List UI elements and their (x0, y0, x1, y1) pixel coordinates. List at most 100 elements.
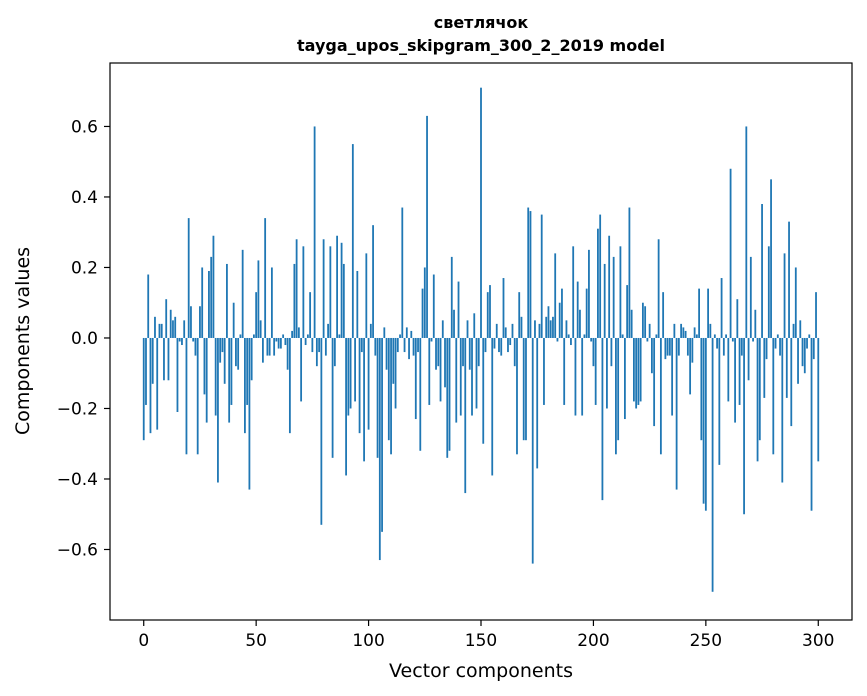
bar-49 (253, 334, 255, 338)
bar-91 (347, 337, 350, 416)
bar-250 (704, 337, 707, 511)
bar-76 (313, 126, 316, 338)
bar-43 (239, 334, 242, 338)
bar-148 (475, 337, 478, 409)
bar-265 (738, 337, 741, 405)
bar-271 (752, 337, 754, 342)
bar-198 (588, 249, 590, 338)
bar-40 (232, 302, 235, 338)
bar-141 (459, 337, 462, 416)
bar-263 (734, 337, 736, 423)
bar-199 (590, 337, 593, 342)
bar-251 (707, 288, 709, 338)
bar-208 (610, 337, 613, 367)
x-axis-label: Vector components (389, 660, 573, 682)
bar-99 (365, 253, 368, 338)
bar-239 (680, 323, 683, 338)
bar-44 (241, 249, 244, 338)
bar-62 (282, 334, 285, 338)
bar-22 (192, 337, 195, 342)
bar-21 (190, 306, 192, 338)
bar-189 (567, 334, 570, 338)
bar-55 (266, 337, 269, 356)
bar-226 (650, 337, 653, 374)
bar-27 (203, 337, 206, 395)
bar-151 (482, 337, 485, 444)
x-tick-label: 250 (690, 631, 722, 651)
bar-116 (403, 337, 406, 353)
bars-group (142, 87, 820, 592)
bar-144 (466, 320, 469, 338)
bar-84 (331, 337, 334, 458)
bar-296 (808, 334, 811, 338)
bar-278 (767, 246, 770, 338)
bar-300 (817, 337, 820, 462)
bar-1 (145, 337, 147, 405)
bar-53 (262, 337, 264, 363)
bar-117 (405, 327, 408, 338)
bar-152 (484, 337, 487, 353)
bar-102 (372, 225, 374, 338)
x-axis-ticks: 0 50 100 150 200 250 300 (138, 620, 834, 651)
bar-221 (639, 337, 642, 402)
bar-38 (228, 337, 231, 423)
bar-179 (545, 316, 548, 338)
bar-70 (300, 337, 303, 402)
bar-215 (626, 285, 629, 338)
bar-56 (268, 337, 271, 356)
bar-249 (702, 337, 705, 504)
bar-196 (583, 334, 586, 338)
bar-92 (349, 337, 352, 409)
bar-259 (725, 334, 727, 338)
bar-236 (673, 323, 676, 338)
bar-168 (520, 316, 523, 338)
bar-260 (727, 337, 730, 402)
bar-74 (309, 292, 312, 338)
bar-177 (540, 214, 543, 338)
bar-65 (288, 337, 291, 434)
bar-6 (156, 337, 159, 430)
bar-101 (369, 323, 372, 338)
bar-267 (743, 337, 745, 515)
bar-241 (684, 330, 687, 338)
bar-264 (736, 299, 739, 338)
bar-35 (221, 337, 224, 353)
bar-96 (358, 337, 361, 434)
bar-203 (599, 214, 602, 338)
bar-245 (693, 327, 696, 338)
bar-274 (758, 337, 761, 441)
bar-138 (453, 309, 455, 338)
bar-297 (810, 337, 813, 511)
bar-293 (801, 337, 804, 367)
bar-63 (284, 337, 287, 346)
bar-227 (653, 337, 656, 427)
bar-69 (297, 327, 300, 338)
bar-210 (615, 337, 617, 455)
bar-123 (419, 337, 422, 451)
bar-232 (664, 337, 667, 360)
bar-214 (624, 337, 626, 420)
bar-238 (677, 337, 680, 356)
x-tick-label: 0 (138, 631, 149, 651)
bar-166 (516, 337, 518, 455)
bar-252 (709, 323, 712, 338)
bar-289 (792, 323, 795, 338)
bar-200 (592, 337, 595, 367)
bar-268 (745, 126, 748, 338)
bar-34 (219, 337, 222, 363)
bar-134 (444, 337, 446, 388)
bar-51 (257, 260, 260, 338)
bar-124 (421, 288, 424, 338)
bar-218 (633, 337, 635, 402)
bar-280 (772, 337, 775, 455)
bar-160 (502, 278, 505, 338)
bar-125 (423, 267, 426, 338)
bar-246 (695, 334, 698, 338)
bar-12 (169, 309, 172, 338)
bar-64 (286, 337, 289, 370)
bar-266 (740, 337, 743, 356)
bar-136 (448, 337, 451, 451)
bar-13 (172, 320, 174, 338)
x-tick-label: 100 (352, 631, 384, 651)
bar-277 (765, 337, 768, 360)
